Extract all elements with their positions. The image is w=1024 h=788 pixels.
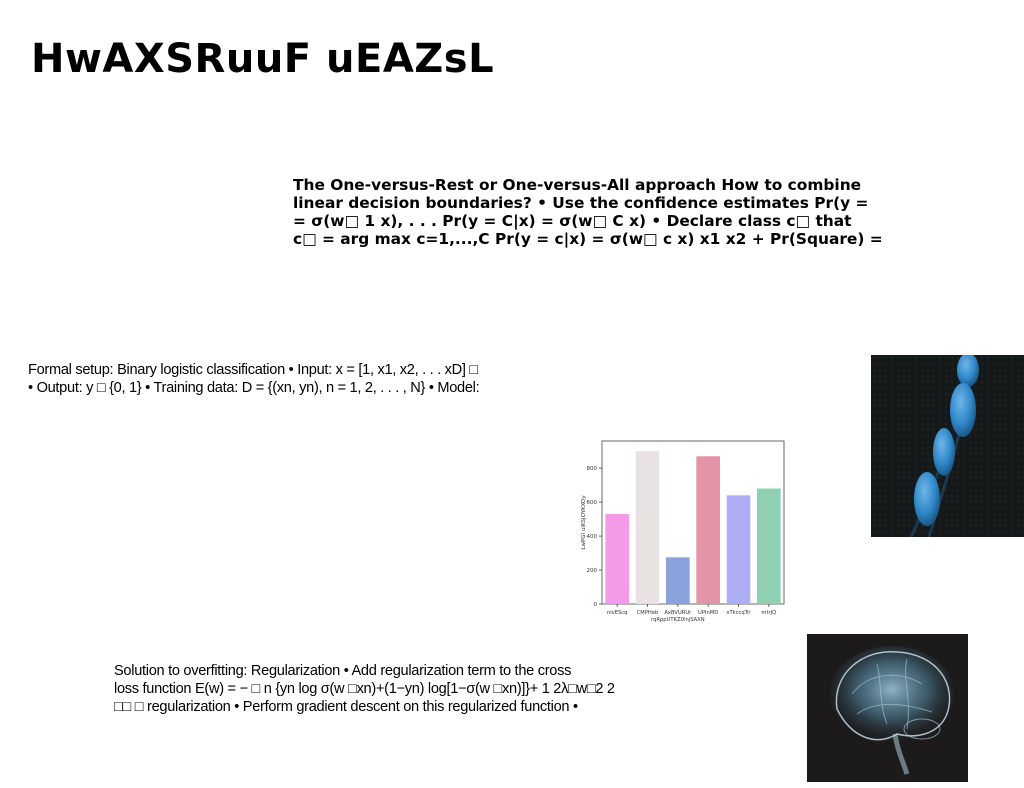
y-tick-label: 200 xyxy=(587,568,598,574)
text-line: □□ □ regularization • Perform gradient d… xyxy=(114,699,578,715)
bar xyxy=(696,456,720,604)
flowers-photo xyxy=(871,355,1024,537)
regularization-text: Solution to overfitting: Regularization … xyxy=(114,662,714,716)
y-tick-label: 0 xyxy=(594,602,598,608)
bar-chart-svg: 0 200 400 600 800 nlvEScq CMPHeb AxBVURUrrqRppU… xyxy=(581,440,785,623)
text-line: = σ(w□ 1 x), . . . Pr(y = C|x) = σ(w□ C … xyxy=(293,212,852,230)
x-tick-label: mtrJQ xyxy=(761,610,776,616)
x-tick-label: xTkccqTri xyxy=(726,610,750,616)
bar xyxy=(757,488,781,604)
brain-photo xyxy=(807,634,968,782)
slide-title: HwAXSRuuF uEAZsL xyxy=(31,36,495,82)
formal-setup-text: Formal setup: Binary logistic classifica… xyxy=(28,361,568,397)
text-line: • Output: y □ {0, 1} • Training data: D … xyxy=(28,380,480,396)
bar xyxy=(635,451,660,604)
text-line: c□ = arg max c=1,...,C Pr(y = c|x) = σ(w… xyxy=(293,230,883,248)
text-line: The One-versus-Rest or One-versus-All ap… xyxy=(293,176,862,194)
y-tick-label: 800 xyxy=(587,466,598,472)
y-axis-label: LwPGI uiKSjOYKXOy xyxy=(581,495,587,550)
brain-image xyxy=(807,634,968,782)
x-tick-label: UPInMD xyxy=(698,610,718,616)
x-tick-label: nlvEScq xyxy=(607,610,628,616)
x-tick-label: rqRppUTKZlXnjSAXN xyxy=(651,617,705,623)
bar-chart: 0 200 400 600 800 nlvEScq CMPHeb AxBVURUr rqRppU… xyxy=(575,435,790,625)
flowers-image xyxy=(871,355,1024,537)
one-vs-rest-text: The One-versus-Rest or One-versus-All ap… xyxy=(293,176,933,248)
y-tick-label: 600 xyxy=(587,500,598,506)
bar xyxy=(605,514,629,604)
x-tick-label: CMPHeb xyxy=(637,610,659,616)
text-line: loss function E(w) = − □ n {yn log σ(w □… xyxy=(114,681,615,697)
plot-frame xyxy=(601,440,785,605)
bar xyxy=(666,557,690,604)
x-tick-label: AxBVURUr xyxy=(664,610,692,616)
text-line: Solution to overfitting: Regularization … xyxy=(114,663,572,679)
y-tick-label: 400 xyxy=(587,534,598,540)
text-line: linear decision boundaries? • Use the co… xyxy=(293,194,869,212)
bar xyxy=(726,495,751,604)
text-line: Formal setup: Binary logistic classifica… xyxy=(28,362,478,378)
